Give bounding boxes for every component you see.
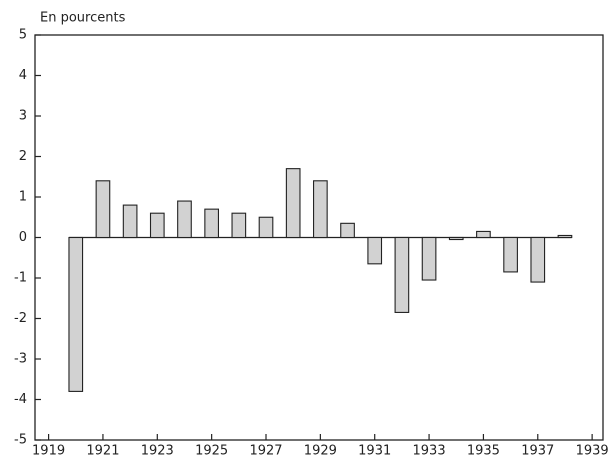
bar <box>122 204 138 239</box>
bar <box>394 236 410 313</box>
x-tick-label: 1931 <box>358 444 391 459</box>
y-tick-label: 3 <box>19 109 27 124</box>
x-tick-label: 1929 <box>304 444 337 459</box>
bar <box>367 236 383 265</box>
y-tick-label: 4 <box>19 68 27 83</box>
bar <box>340 222 355 239</box>
x-tick-label: 1919 <box>32 444 65 459</box>
x-tick-label: 1939 <box>576 444 609 459</box>
x-tick-label: 1923 <box>141 444 174 459</box>
bar <box>258 216 274 239</box>
bar <box>177 200 192 239</box>
bar <box>149 212 165 239</box>
x-tick-label: 1937 <box>521 444 554 459</box>
bar <box>68 236 84 392</box>
y-tick-label: -4 <box>14 392 27 407</box>
y-tick-label: 0 <box>19 230 27 245</box>
y-tick-label: -3 <box>14 352 27 367</box>
bar <box>557 234 573 239</box>
x-tick-label: 1935 <box>467 444 500 459</box>
y-tick-label: 5 <box>19 28 27 43</box>
bar <box>421 236 437 281</box>
y-tick-label: 2 <box>19 149 27 164</box>
x-tick-label: 1927 <box>249 444 282 459</box>
bar <box>503 236 518 273</box>
y-tick-label: -1 <box>14 271 27 286</box>
x-tick-label: 1921 <box>86 444 119 459</box>
bar <box>231 212 247 239</box>
bar <box>530 236 546 283</box>
y-axis-label: En pourcents <box>40 11 126 26</box>
bar <box>95 180 111 239</box>
bar <box>448 236 464 241</box>
x-tick-label: 1925 <box>195 444 228 459</box>
bar <box>313 180 328 239</box>
y-tick-label: 1 <box>19 190 27 205</box>
bar <box>204 208 219 239</box>
bar <box>476 230 491 239</box>
x-tick-label: 1933 <box>413 444 446 459</box>
bar <box>285 168 301 239</box>
y-tick-label: -5 <box>14 433 27 448</box>
y-tick-label: -2 <box>14 311 27 326</box>
